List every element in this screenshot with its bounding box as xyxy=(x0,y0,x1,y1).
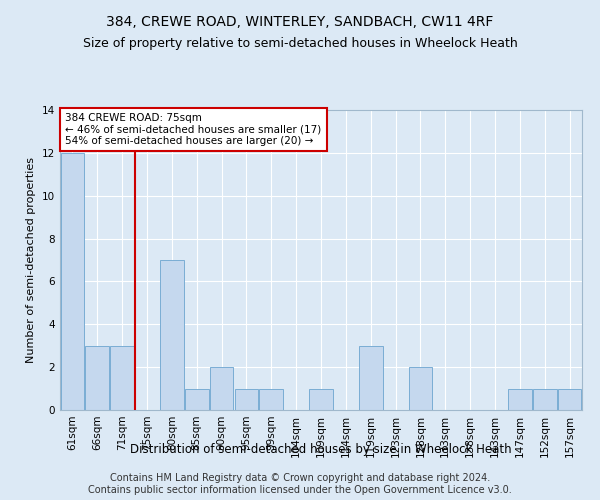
Text: Distribution of semi-detached houses by size in Wheelock Heath: Distribution of semi-detached houses by … xyxy=(130,442,512,456)
Bar xyxy=(309,388,333,410)
Bar xyxy=(533,388,557,410)
Text: 384 CREWE ROAD: 75sqm
← 46% of semi-detached houses are smaller (17)
54% of semi: 384 CREWE ROAD: 75sqm ← 46% of semi-deta… xyxy=(65,113,322,146)
Bar xyxy=(110,346,134,410)
Bar xyxy=(235,388,258,410)
Y-axis label: Number of semi-detached properties: Number of semi-detached properties xyxy=(26,157,37,363)
Text: Contains HM Land Registry data © Crown copyright and database right 2024.
Contai: Contains HM Land Registry data © Crown c… xyxy=(88,474,512,495)
Bar xyxy=(259,388,283,410)
Bar xyxy=(85,346,109,410)
Text: Size of property relative to semi-detached houses in Wheelock Heath: Size of property relative to semi-detach… xyxy=(83,38,517,51)
Bar xyxy=(185,388,209,410)
Bar xyxy=(508,388,532,410)
Bar xyxy=(558,388,581,410)
Bar xyxy=(210,367,233,410)
Bar xyxy=(61,153,84,410)
Text: 384, CREWE ROAD, WINTERLEY, SANDBACH, CW11 4RF: 384, CREWE ROAD, WINTERLEY, SANDBACH, CW… xyxy=(106,15,494,29)
Bar xyxy=(160,260,184,410)
Bar xyxy=(409,367,432,410)
Bar xyxy=(359,346,383,410)
